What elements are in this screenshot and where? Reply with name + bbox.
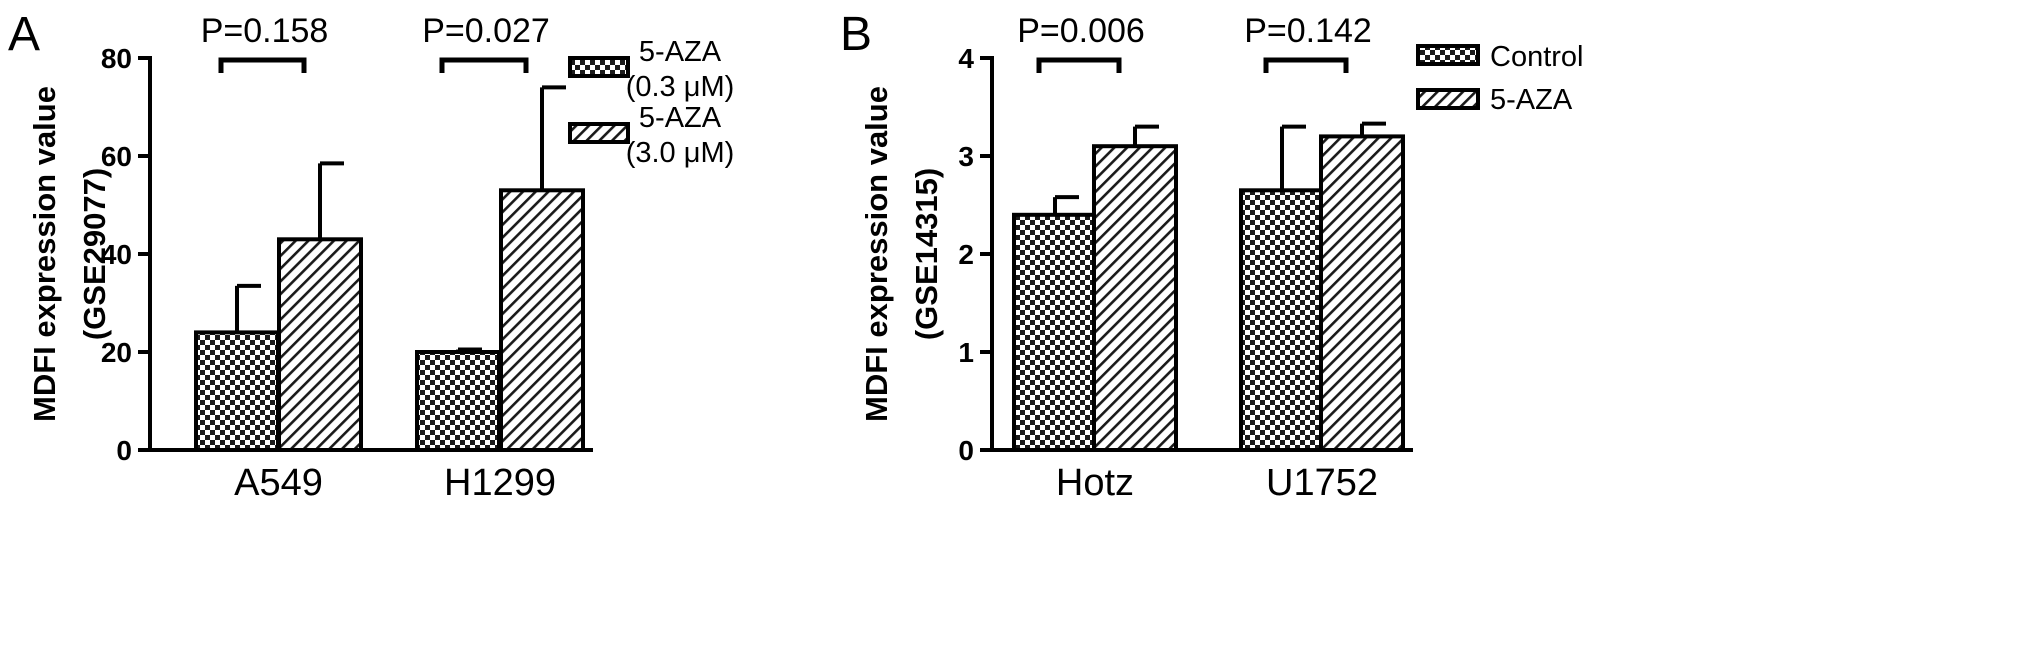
legend-label: 5-AZA [1490, 84, 1573, 116]
legend-label-line2: (3.0 μM) [626, 137, 735, 169]
legend-swatch [1416, 44, 1480, 66]
legend-swatch [568, 56, 630, 78]
bar [1239, 188, 1325, 453]
y-tick-label: 3 [958, 141, 974, 172]
y-tick-label: 1 [958, 337, 974, 368]
y-tick-label: 40 [101, 239, 132, 270]
y-axis-label: MDFI expression value [859, 86, 894, 422]
x-tick-label: Hotz [1056, 462, 1134, 504]
y-axis-label-dataset: (GSE14315) [909, 168, 944, 340]
panel-letter: B [840, 8, 872, 61]
x-tick-label: U1752 [1266, 462, 1378, 504]
panel-letter: A [8, 8, 40, 61]
x-tick-label: A549 [234, 462, 323, 504]
legend-label: 5-AZA [639, 36, 722, 68]
panel-a: A MDFI expression value (GSE29077) 0 20 40 60 8… [8, 8, 734, 504]
legend-label: 5-AZA [639, 102, 722, 134]
y-axis-label: MDFI expression value [27, 86, 62, 422]
y-tick-label: 60 [101, 141, 132, 172]
y-tick-label: 0 [116, 435, 132, 466]
bar [415, 350, 501, 452]
panel-b: B MDFI expression value (GSE14315) 0 1 2 3 4 Hot… [840, 8, 1584, 504]
legend-label-line2: (0.3 μM) [626, 71, 735, 103]
bar [194, 330, 280, 452]
significance-bracket [1263, 57, 1349, 73]
y-tick-label: 20 [101, 337, 132, 368]
y-tick-label: 80 [101, 43, 132, 74]
significance-bracket [1036, 57, 1122, 73]
legend-swatch [568, 122, 630, 144]
legend-swatch [1416, 88, 1480, 110]
y-tick-label: 2 [958, 239, 974, 270]
p-value-label: P=0.158 [201, 12, 329, 50]
x-tick-label: H1299 [444, 462, 556, 504]
y-axis-label-dataset: (GSE29077) [77, 168, 112, 340]
bar [1092, 144, 1178, 452]
bar [1319, 134, 1405, 452]
significance-bracket [218, 57, 307, 73]
significance-bracket [439, 57, 529, 73]
bar [499, 188, 585, 453]
bar [1012, 212, 1098, 452]
p-value-label: P=0.006 [1017, 12, 1145, 50]
y-tick-label: 4 [958, 43, 974, 74]
bar [277, 237, 363, 452]
y-tick-label: 0 [958, 435, 974, 466]
p-value-label: P=0.027 [422, 12, 550, 50]
p-value-label: P=0.142 [1244, 12, 1372, 50]
legend-label: Control [1490, 41, 1584, 73]
